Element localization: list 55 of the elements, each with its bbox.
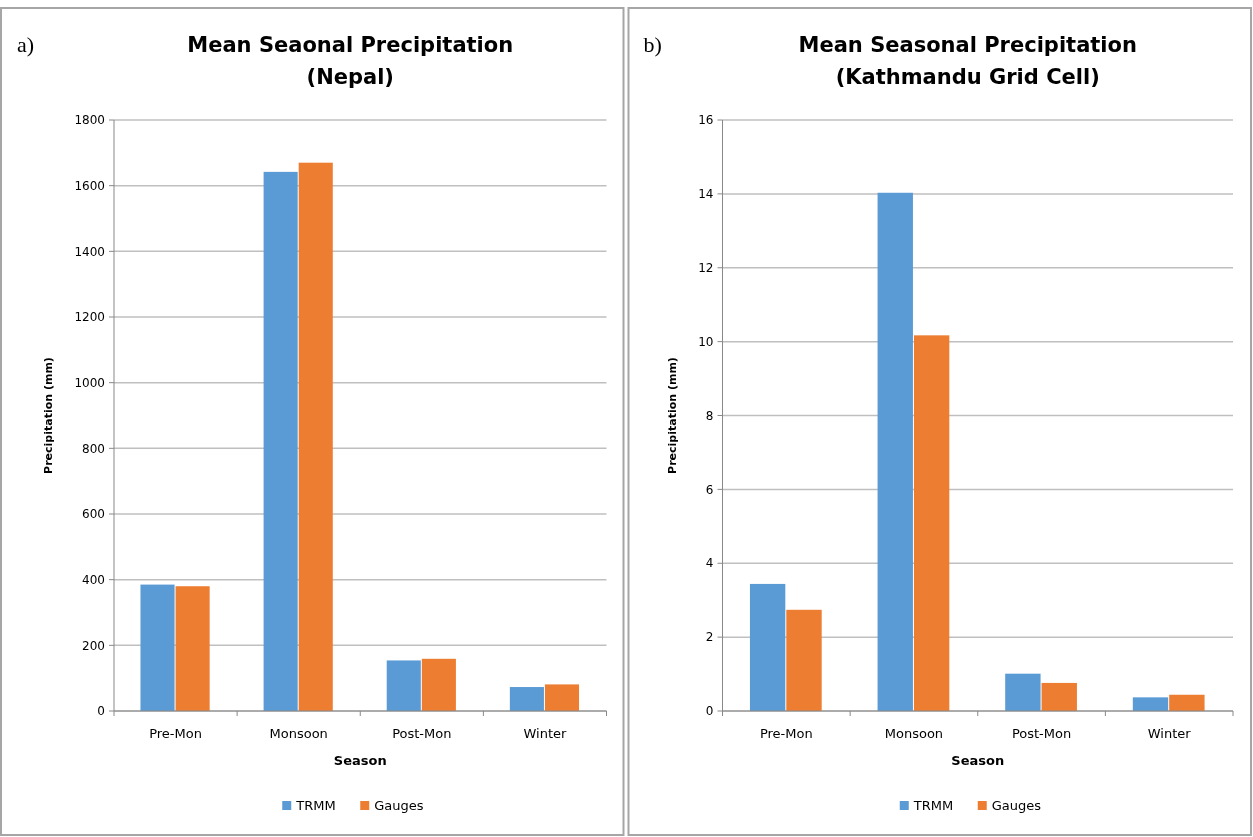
x-tick-label: Winter (523, 726, 568, 741)
bar (749, 583, 786, 711)
bar (913, 335, 950, 711)
y-axis-title: Precipitation (mm) (42, 357, 55, 474)
x-tick-label: Post-Mon (392, 726, 452, 741)
y-tick-label: 10 (698, 334, 714, 349)
y-tick-label: 400 (82, 572, 105, 587)
bar (175, 586, 210, 711)
bar (1005, 673, 1041, 711)
x-tick-label: Winter (1147, 726, 1192, 741)
text: a) (17, 32, 35, 57)
x-axis-title: Season (333, 753, 387, 768)
x-axis-title: Season (951, 753, 1005, 768)
bar (263, 171, 298, 711)
y-tick-label: 1000 (74, 375, 105, 390)
text: b) (643, 32, 662, 57)
bar (1169, 694, 1205, 711)
bar (140, 584, 175, 711)
y-tick-label: 0 (97, 704, 105, 719)
bar (421, 658, 456, 711)
bar (1132, 697, 1169, 711)
y-tick-label: 2 (705, 630, 714, 645)
y-axis-title: Precipitation (mm) (666, 357, 679, 474)
bar (877, 192, 913, 711)
x-tick-label: Monsoon (269, 726, 328, 741)
x-tick-label: Post-Mon (1011, 726, 1072, 741)
y-tick-label: 14 (698, 187, 714, 202)
y-tick-label: 1400 (74, 244, 105, 259)
bar (386, 660, 421, 711)
y-tick-label: 0 (705, 704, 714, 719)
bar (544, 684, 580, 711)
y-tick-label: 12 (698, 260, 714, 275)
chart-title: Mean Seaonal Precipitation (Nepal) (187, 33, 514, 89)
legend-label: Gauges (991, 798, 1042, 813)
bar (786, 609, 822, 711)
y-tick-label: 1800 (74, 113, 105, 128)
x-tick-label: Pre-Mon (149, 726, 202, 741)
y-tick-label: 200 (82, 638, 105, 653)
legend-label: TRMM (912, 798, 954, 813)
x-tick-label: Pre-Mon (759, 726, 813, 741)
y-tick-label: 800 (82, 441, 105, 456)
bar (1041, 682, 1077, 711)
chart-title: Mean Seasonal Precipitation (Kathmandu Grid Cell) (798, 33, 1137, 89)
legend-label: TRMM (295, 798, 336, 813)
y-tick-label: 1600 (74, 178, 105, 193)
y-tick-label: 600 (82, 507, 105, 522)
bar (298, 162, 333, 711)
y-tick-label: 1200 (74, 310, 105, 325)
bar (509, 687, 544, 711)
legend-label: Gauges (374, 798, 424, 813)
y-tick-label: 6 (705, 482, 714, 497)
x-tick-label: Monsoon (884, 726, 944, 741)
y-tick-label: 4 (705, 556, 714, 571)
y-tick-label: 16 (698, 113, 714, 128)
y-tick-label: 8 (705, 408, 714, 423)
